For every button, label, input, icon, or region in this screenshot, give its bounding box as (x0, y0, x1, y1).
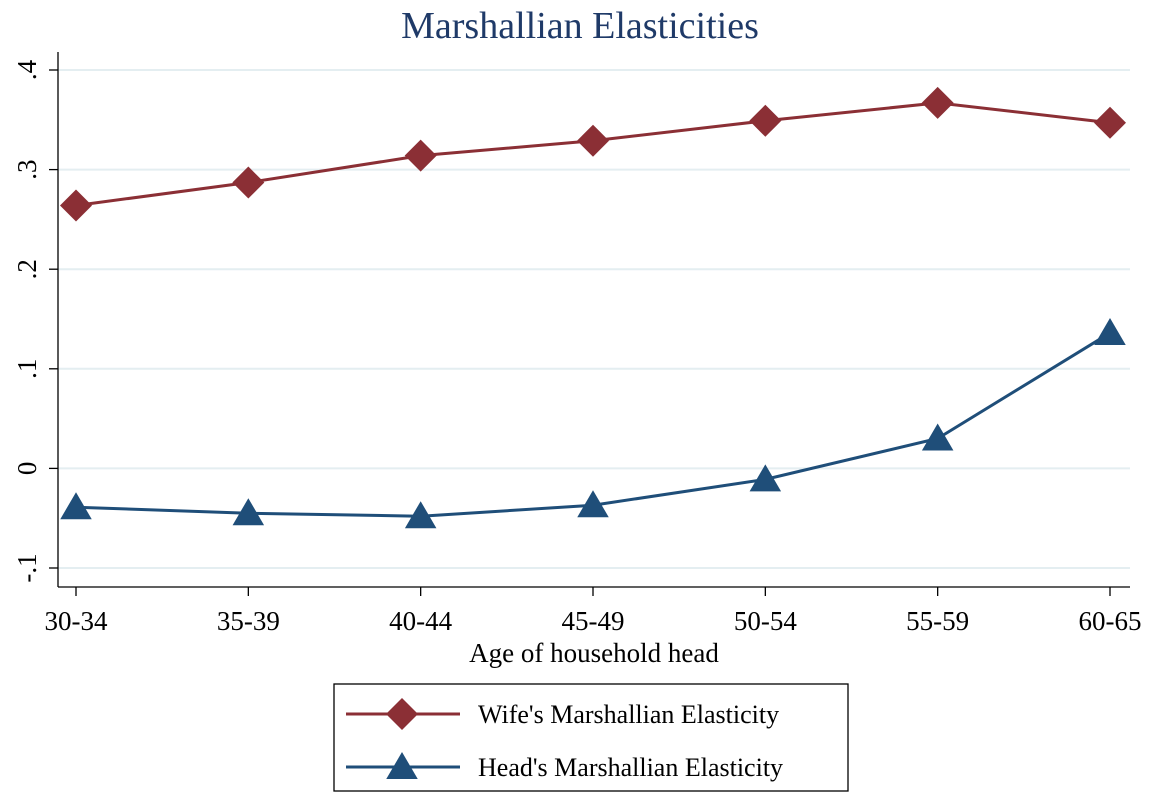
x-tick-label: 40-44 (389, 606, 452, 636)
wife-data-point (749, 104, 782, 137)
y-tick-label: 0 (12, 462, 42, 476)
wife-data-point (921, 86, 954, 119)
x-tick-label: 30-34 (45, 606, 108, 636)
y-tick-label: .1 (12, 359, 42, 379)
axes (57, 52, 1130, 588)
legend: Wife's Marshallian Elasticity Head's Mars… (333, 683, 849, 792)
head-data-point (404, 501, 437, 529)
y-tick-label: .3 (12, 159, 42, 179)
x-tick-label: 45-49 (562, 606, 625, 636)
chart-title: Marshallian Elasticities (401, 5, 759, 47)
x-tick-label: 50-54 (734, 606, 797, 636)
head-data-point (921, 423, 954, 451)
x-tick-label: 35-39 (217, 606, 280, 636)
x-tick-label: 55-59 (906, 606, 969, 636)
y-tick-label: .2 (12, 259, 42, 279)
wife-data-point (404, 139, 437, 172)
legend-box (333, 683, 849, 792)
wife-data-point (577, 124, 609, 157)
head-series (60, 317, 1126, 529)
wife-data-point (1094, 106, 1126, 139)
y-tick-label: .4 (12, 59, 42, 80)
head-data-point (1094, 317, 1126, 345)
head-data-point (749, 464, 782, 492)
x-axis-label: Age of household head (469, 638, 719, 668)
x-tick-label: 60-65 (1079, 606, 1142, 636)
x-axis-ticks: 30-34 35-39 40-44 45-49 50-54 55-59 60-65 (45, 587, 1142, 636)
y-tick-label: -.1 (12, 553, 42, 582)
head-data-point (577, 490, 609, 518)
head-legend-marker (386, 752, 418, 779)
head-data-point (60, 492, 92, 520)
plot-series (60, 86, 1126, 529)
wife-data-point (232, 166, 265, 199)
head-series-line (75, 331, 1111, 518)
head-data-point (232, 498, 265, 526)
wife-series (60, 86, 1126, 222)
wife-legend-marker (386, 698, 418, 730)
grid-lines (58, 69, 1130, 569)
y-axis-ticks: -.1 0 .1 .2 .3 .4 (12, 59, 58, 583)
wife-legend-label: Wife's Marshallian Elasticity (478, 700, 779, 729)
wife-data-point (60, 189, 92, 222)
head-legend-label: Head's Marshallian Elasticity (478, 753, 783, 782)
